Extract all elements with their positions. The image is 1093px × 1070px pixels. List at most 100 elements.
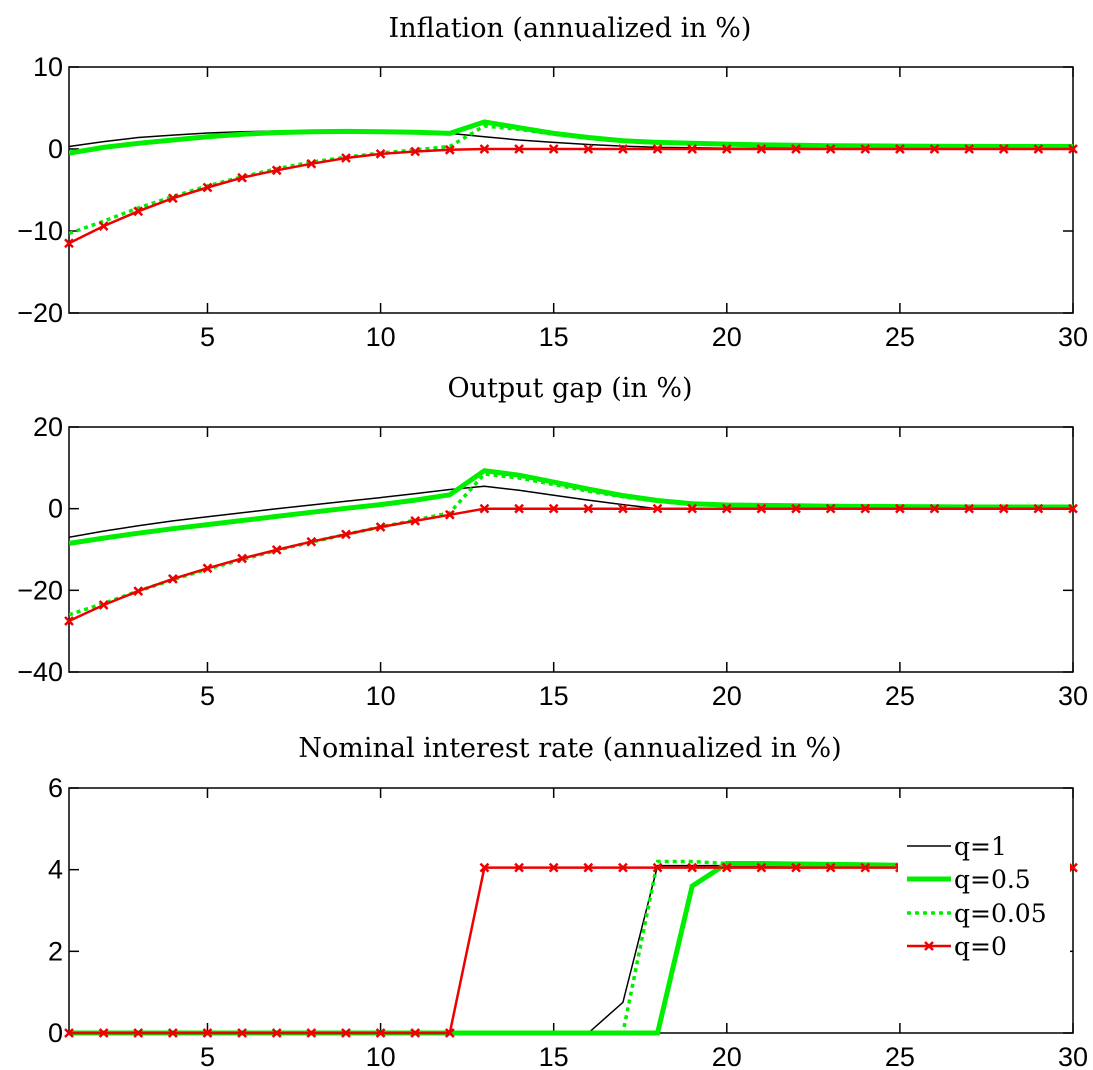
data-point-marker	[133, 206, 144, 217]
data-point-marker	[479, 862, 490, 873]
data-point-marker	[98, 1028, 109, 1038]
data-point-marker	[167, 193, 178, 204]
data-point-marker	[652, 503, 663, 514]
panel-title-interest-rate: Nominal interest rate (annualized in %)	[298, 733, 841, 764]
data-point-marker	[306, 158, 317, 169]
data-point-marker	[860, 503, 871, 514]
data-point-marker	[444, 144, 455, 155]
data-point-marker	[202, 563, 213, 574]
data-point-marker	[306, 1028, 317, 1038]
data-point-marker	[825, 862, 836, 873]
legend-label-q0: q=0	[954, 932, 1007, 961]
data-point-marker	[375, 149, 386, 159]
data-point-marker	[375, 1028, 386, 1038]
data-point-marker	[514, 862, 524, 873]
series-line-q005	[69, 124, 1073, 236]
x-tick-label: 30	[1058, 681, 1088, 711]
data-point-marker	[64, 238, 74, 249]
x-tick-label: 5	[200, 322, 215, 352]
data-point-marker	[237, 172, 247, 183]
data-point-marker	[64, 1028, 74, 1038]
legend-label-q1: q=1	[954, 832, 1007, 861]
panel-interest-rate: Nominal interest rate (annualized in %) …	[48, 733, 1088, 1070]
data-point-marker	[306, 536, 317, 547]
data-point-marker	[895, 144, 905, 154]
y-tick-label: 0	[48, 134, 63, 164]
data-point-marker	[756, 503, 767, 514]
data-point-marker	[271, 1028, 282, 1038]
data-point-marker	[341, 529, 351, 540]
y-tick-label: 10	[33, 52, 63, 82]
axes-frame-output-gap	[68, 426, 1074, 673]
x-tick-label: 10	[366, 1042, 396, 1070]
data-point-marker	[791, 144, 801, 154]
data-point-marker	[548, 862, 559, 873]
legend-marker-q0	[924, 941, 934, 951]
y-tick-label: 6	[48, 773, 63, 803]
y-tick-label: 0	[48, 494, 63, 524]
data-point-marker	[756, 862, 767, 873]
legend-label-q005: q=0.05	[954, 899, 1047, 928]
x-tick-label: 25	[885, 322, 915, 352]
x-tick-label: 20	[712, 322, 742, 352]
data-point-marker	[1068, 503, 1078, 514]
data-point-marker	[202, 1028, 213, 1038]
legend-box	[898, 828, 1070, 964]
series-line-q005	[69, 472, 1073, 617]
data-point-marker	[375, 522, 386, 532]
data-point-marker	[618, 503, 628, 514]
x-tick-label: 10	[366, 322, 396, 352]
data-point-marker	[514, 503, 524, 514]
data-point-marker	[410, 1028, 421, 1038]
series-line-q05	[69, 468, 1073, 546]
data-point-marker	[1033, 503, 1044, 514]
x-tick-label: 25	[885, 1042, 915, 1070]
data-point-marker	[721, 503, 732, 514]
x-tick-label: 5	[200, 681, 215, 711]
data-point-marker	[133, 586, 144, 597]
data-point-marker	[202, 182, 213, 193]
data-point-marker	[860, 862, 871, 873]
data-point-marker	[998, 144, 1009, 154]
data-point-marker	[652, 862, 663, 873]
data-point-marker	[964, 144, 975, 154]
y-tick-label: −20	[17, 298, 63, 328]
data-point-marker	[64, 616, 74, 626]
data-point-marker	[860, 144, 871, 154]
data-point-marker	[791, 862, 801, 873]
data-point-marker	[548, 144, 559, 154]
data-point-marker	[687, 503, 698, 514]
x-tick-label: 10	[366, 681, 396, 711]
data-point-marker	[998, 503, 1009, 514]
x-tick-label: 30	[1058, 1042, 1088, 1070]
series-line-q05	[69, 119, 1073, 156]
data-point-marker	[964, 503, 975, 514]
y-tick-label: −40	[17, 657, 63, 687]
data-point-marker	[929, 144, 940, 154]
data-point-marker	[98, 221, 109, 231]
data-point-marker	[929, 503, 940, 514]
data-point-marker	[133, 1028, 144, 1038]
axes-frame-inflation	[68, 66, 1074, 314]
x-tick-label: 15	[539, 681, 569, 711]
data-point-marker	[721, 862, 732, 873]
series-line-q1	[69, 485, 1073, 539]
x-tick-label: 5	[200, 1042, 215, 1070]
series-line-q0	[69, 147, 1073, 245]
y-tick-label: −10	[17, 216, 63, 246]
data-point-marker	[98, 600, 109, 610]
data-point-marker	[514, 144, 524, 154]
data-point-marker	[895, 503, 905, 514]
data-point-marker	[341, 1028, 351, 1038]
x-tick-label: 30	[1058, 322, 1088, 352]
panel-title-inflation: Inflation (annualized in %)	[389, 13, 752, 44]
data-point-marker	[271, 545, 282, 555]
data-point-marker	[237, 1028, 247, 1038]
data-point-marker	[341, 153, 351, 163]
data-point-marker	[583, 862, 594, 873]
data-point-marker	[410, 516, 421, 526]
data-point-marker	[721, 144, 732, 154]
data-point-marker	[444, 509, 455, 520]
data-point-marker	[652, 144, 663, 154]
